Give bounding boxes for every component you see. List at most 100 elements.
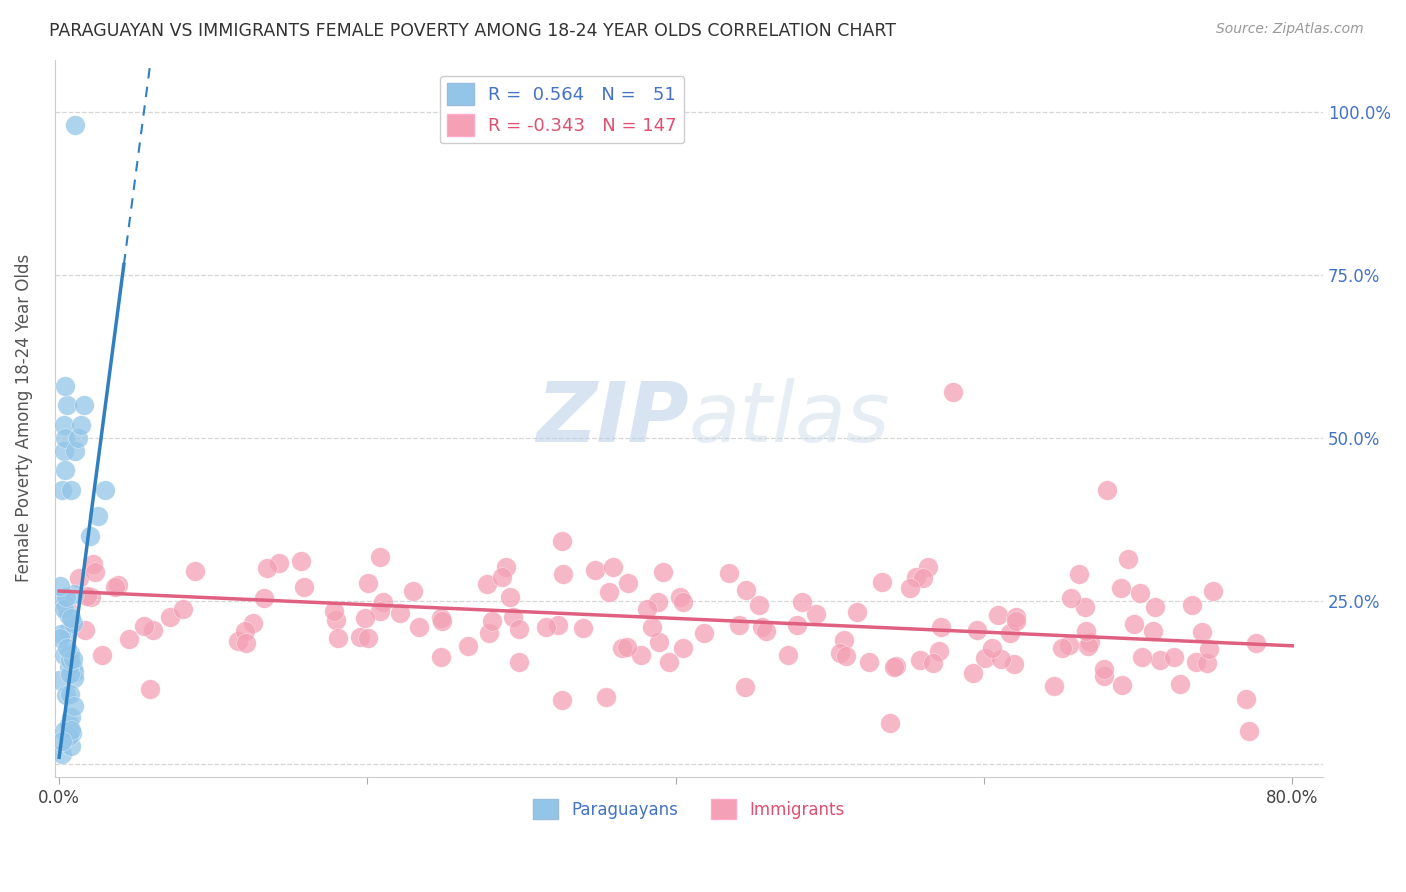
Point <box>1129 585 1152 599</box>
Point <box>1202 584 1225 599</box>
Point <box>389 606 412 620</box>
Point <box>990 652 1012 666</box>
Point <box>845 605 868 619</box>
Point <box>1092 662 1115 676</box>
Point <box>962 665 984 680</box>
Point <box>323 604 346 618</box>
Point <box>598 585 620 599</box>
Point <box>58 608 80 623</box>
Point <box>475 577 498 591</box>
Point <box>354 611 377 625</box>
Point <box>804 607 827 621</box>
Point <box>326 632 349 646</box>
Point <box>610 641 633 656</box>
Point <box>1097 483 1119 497</box>
Point <box>858 655 880 669</box>
Point <box>647 595 669 609</box>
Point <box>325 613 347 627</box>
Point <box>132 619 155 633</box>
Point <box>1191 625 1213 640</box>
Point <box>1060 591 1083 606</box>
Point <box>1181 598 1204 612</box>
Point <box>52 417 75 432</box>
Point <box>1185 655 1208 669</box>
Point <box>651 566 673 580</box>
Point <box>905 570 928 584</box>
Point <box>748 599 770 613</box>
Point <box>104 580 127 594</box>
Point <box>457 639 479 653</box>
Point <box>630 648 652 663</box>
Point <box>1005 610 1028 624</box>
Point <box>1149 653 1171 667</box>
Point <box>602 560 624 574</box>
Point <box>1168 677 1191 691</box>
Point <box>1057 639 1080 653</box>
Point <box>551 566 574 581</box>
Point <box>1043 679 1066 693</box>
Point <box>290 554 312 568</box>
Point <box>929 620 952 634</box>
Point <box>349 631 371 645</box>
Point <box>1111 678 1133 692</box>
Point <box>751 620 773 634</box>
Point <box>52 724 75 739</box>
Point <box>242 615 264 630</box>
Point <box>51 483 73 497</box>
Point <box>60 611 83 625</box>
Point <box>491 570 513 584</box>
Point <box>551 693 574 707</box>
Point <box>1077 639 1099 653</box>
Point <box>1067 566 1090 581</box>
Point <box>56 602 79 616</box>
Point <box>1130 649 1153 664</box>
Text: ZIP: ZIP <box>536 377 689 458</box>
Point <box>499 591 522 605</box>
Point <box>595 690 617 704</box>
Point <box>1122 617 1144 632</box>
Point <box>1143 600 1166 615</box>
Point <box>430 614 453 628</box>
Point <box>870 575 893 590</box>
Point <box>408 620 430 634</box>
Point <box>94 483 117 497</box>
Point <box>1142 624 1164 638</box>
Point <box>292 580 315 594</box>
Point <box>55 688 77 702</box>
Point <box>118 632 141 647</box>
Point <box>786 618 808 632</box>
Point <box>172 602 194 616</box>
Point <box>1109 581 1132 595</box>
Point <box>1163 649 1185 664</box>
Point <box>1234 691 1257 706</box>
Point <box>429 650 451 665</box>
Point <box>76 590 98 604</box>
Point <box>91 648 114 663</box>
Point <box>48 579 70 593</box>
Point <box>63 699 86 714</box>
Point <box>981 641 1004 656</box>
Point <box>368 549 391 564</box>
Point <box>235 636 257 650</box>
Y-axis label: Female Poverty Among 18-24 Year Olds: Female Poverty Among 18-24 Year Olds <box>15 254 32 582</box>
Point <box>267 557 290 571</box>
Point <box>53 378 76 392</box>
Point <box>879 715 901 730</box>
Point <box>481 614 503 628</box>
Point <box>883 659 905 673</box>
Point <box>1197 656 1219 670</box>
Point <box>58 653 80 667</box>
Point <box>142 623 165 637</box>
Text: PARAGUAYAN VS IMMIGRANTS FEMALE POVERTY AMONG 18-24 YEAR OLDS CORRELATION CHART: PARAGUAYAN VS IMMIGRANTS FEMALE POVERTY … <box>49 22 896 40</box>
Point <box>1004 614 1026 628</box>
Point <box>371 595 394 609</box>
Point <box>1002 657 1025 671</box>
Text: Source: ZipAtlas.com: Source: ZipAtlas.com <box>1216 22 1364 37</box>
Point <box>502 609 524 624</box>
Point <box>1116 551 1139 566</box>
Point <box>62 661 84 675</box>
Point <box>58 607 80 622</box>
Point <box>48 632 70 646</box>
Point <box>62 616 84 631</box>
Point <box>1198 641 1220 656</box>
